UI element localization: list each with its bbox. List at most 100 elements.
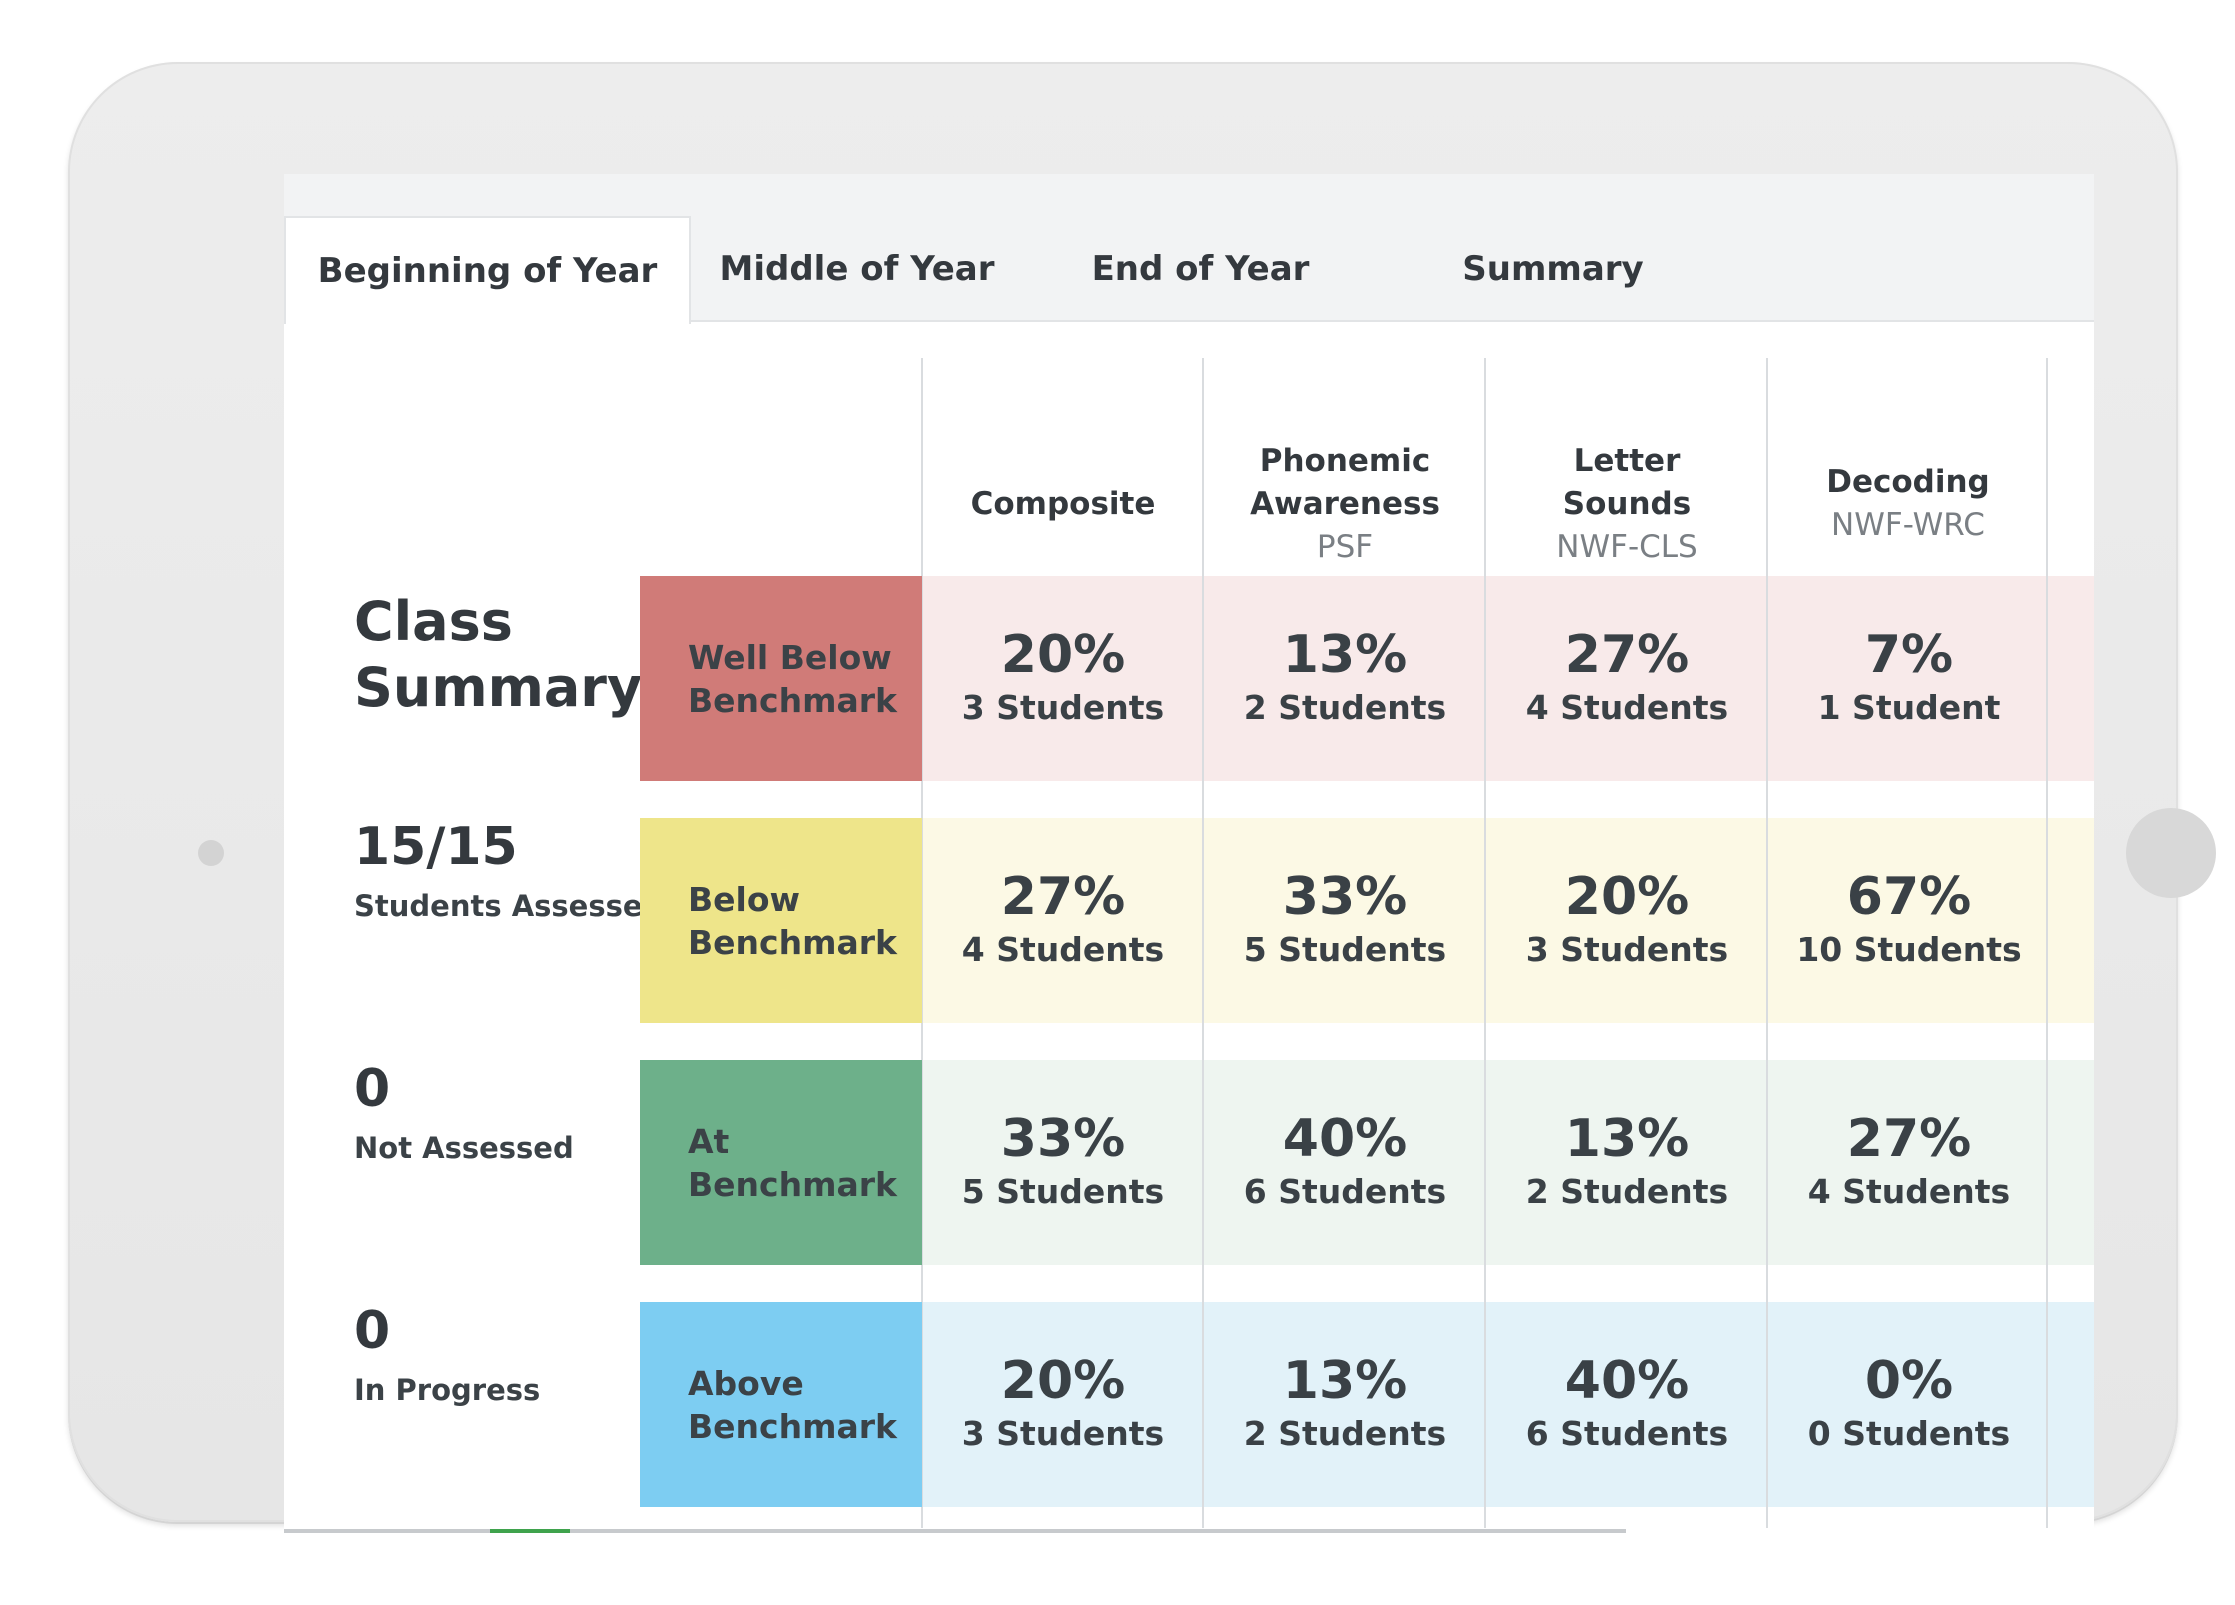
column-divider bbox=[1766, 358, 1768, 1528]
table-cell[interactable]: 13% 2 Students bbox=[1204, 1302, 1486, 1507]
column-title: Composite bbox=[970, 485, 1156, 522]
cell-count: 4 Students bbox=[1807, 1171, 2011, 1211]
cell-count: 6 Students bbox=[1525, 1413, 1729, 1453]
benchmark-label-at: At Benchmark bbox=[640, 1060, 922, 1265]
cell-percent: 33% bbox=[1000, 1108, 1126, 1169]
table-cell[interactable]: 33% 5 Students bbox=[1204, 818, 1486, 1023]
cell-count: 1 Student bbox=[1817, 687, 2001, 727]
column-divider bbox=[2046, 358, 2048, 1528]
scrollbar-marker bbox=[490, 1529, 570, 1533]
table-cell[interactable]: 0% 0 Students bbox=[1768, 1302, 2050, 1507]
cell-count: 5 Students bbox=[1243, 929, 1447, 969]
table-cell[interactable]: 20% 3 Students bbox=[1486, 818, 1768, 1023]
benchmark-label-line: Benchmark bbox=[688, 1164, 897, 1204]
column-title: Phonemic bbox=[1259, 442, 1431, 479]
cell-count: 3 Students bbox=[1525, 929, 1729, 969]
tab-end-of-year[interactable]: End of Year bbox=[1091, 249, 1310, 289]
table-cell[interactable]: 20% 3 Students bbox=[922, 1302, 1204, 1507]
column-title: Letter bbox=[1573, 442, 1681, 479]
table-cell[interactable]: 27% 4 Students bbox=[1486, 576, 1768, 781]
table-cell[interactable]: 27% 4 Students bbox=[922, 818, 1204, 1023]
cell-count: 3 Students bbox=[961, 687, 1165, 727]
benchmark-label-line: Above bbox=[688, 1363, 804, 1403]
table-cell[interactable]: 7% 1 Student bbox=[1768, 576, 2050, 781]
cell-percent: 0% bbox=[1864, 1350, 1954, 1411]
column-title: Sounds bbox=[1562, 485, 1692, 522]
benchmark-label-above: Above Benchmark bbox=[640, 1302, 922, 1507]
cell-percent: 40% bbox=[1282, 1108, 1408, 1169]
cell-count: 4 Students bbox=[961, 929, 1165, 969]
cell-count: 2 Students bbox=[1243, 687, 1447, 727]
stat-students-assessed: 15/15 Students Assessed bbox=[354, 816, 663, 926]
column-subtitle: PSF bbox=[1316, 528, 1374, 565]
cell-percent: 33% bbox=[1282, 866, 1408, 927]
cell-count: 10 Students bbox=[1796, 929, 2022, 969]
cell-percent: 20% bbox=[1000, 1350, 1126, 1411]
column-divider bbox=[1202, 358, 1204, 1528]
column-header-letter-sounds: Letter Sounds NWF-CLS bbox=[1486, 354, 1768, 654]
benchmark-label-line: Benchmark bbox=[688, 922, 897, 962]
cell-percent: 27% bbox=[1564, 624, 1690, 685]
table-cell[interactable]: 13% 2 Students bbox=[1486, 1060, 1768, 1265]
table-cell[interactable]: 67% 10 Students bbox=[1768, 818, 2050, 1023]
stat-not-assessed: 0 Not Assessed bbox=[354, 1058, 574, 1168]
table-cell[interactable]: 20% 3 Students bbox=[922, 576, 1204, 781]
table-cell[interactable]: 27% 4 Students bbox=[1768, 1060, 2050, 1265]
cell-percent: 27% bbox=[1000, 866, 1126, 927]
stat-value: 0 bbox=[354, 1301, 391, 1361]
tab-summary[interactable]: Summary bbox=[1462, 249, 1644, 289]
stat-label: Students Assessed bbox=[354, 889, 664, 923]
benchmark-label-well-below: Well Below Benchmark bbox=[640, 576, 922, 781]
row-band-well-below bbox=[922, 576, 2094, 781]
benchmark-label-line: Below bbox=[688, 879, 801, 919]
column-header-decoding: Decoding NWF-WRC bbox=[1768, 354, 2048, 654]
cell-percent: 27% bbox=[1846, 1108, 1972, 1169]
horizontal-scrollbar[interactable] bbox=[284, 1529, 1626, 1533]
table-cell[interactable]: 13% 2 Students bbox=[1204, 576, 1486, 781]
summary-title-line: Class bbox=[354, 590, 513, 653]
table-cell[interactable]: 40% 6 Students bbox=[1204, 1060, 1486, 1265]
tab-beginning-of-year[interactable]: Beginning of Year bbox=[284, 216, 691, 324]
stat-value: 0 bbox=[354, 1059, 391, 1119]
cell-count: 3 Students bbox=[961, 1413, 1165, 1453]
cell-percent: 13% bbox=[1564, 1108, 1690, 1169]
cell-percent: 20% bbox=[1000, 624, 1126, 685]
screen: Beginning of Year Middle of Year End of … bbox=[284, 174, 2094, 1534]
cell-count: 4 Students bbox=[1525, 687, 1729, 727]
column-subtitle: NWF-WRC bbox=[1831, 507, 1985, 543]
camera-dot bbox=[198, 840, 224, 866]
benchmark-label-below: Below Benchmark bbox=[640, 818, 922, 1023]
tablet-frame: Beginning of Year Middle of Year End of … bbox=[68, 62, 2216, 1534]
cell-percent: 40% bbox=[1564, 1350, 1690, 1411]
column-divider bbox=[921, 358, 923, 1528]
tab-bar: Beginning of Year Middle of Year End of … bbox=[284, 174, 2094, 324]
benchmark-label-line: Benchmark bbox=[688, 1406, 897, 1446]
stat-label: In Progress bbox=[354, 1373, 541, 1407]
tab-middle-of-year[interactable]: Middle of Year bbox=[719, 249, 995, 289]
column-title: Awareness bbox=[1250, 485, 1440, 522]
cell-percent: 13% bbox=[1282, 624, 1408, 685]
cell-count: 2 Students bbox=[1525, 1171, 1729, 1211]
cell-percent: 67% bbox=[1846, 866, 1972, 927]
column-subtitle: NWF-CLS bbox=[1556, 528, 1698, 565]
stat-in-progress: 0 In Progress bbox=[354, 1300, 540, 1410]
column-header-composite: Composite bbox=[922, 354, 1204, 654]
column-divider bbox=[1484, 358, 1486, 1528]
home-button[interactable] bbox=[2126, 808, 2216, 898]
cell-percent: 7% bbox=[1864, 624, 1954, 685]
table-cell[interactable]: 40% 6 Students bbox=[1486, 1302, 1768, 1507]
cell-count: 2 Students bbox=[1243, 1413, 1447, 1453]
cell-percent: 13% bbox=[1282, 1350, 1408, 1411]
cell-percent: 20% bbox=[1564, 866, 1690, 927]
row-band-below bbox=[922, 818, 2094, 1023]
row-band-at bbox=[922, 1060, 2094, 1265]
stat-value: 15/15 bbox=[354, 817, 518, 877]
benchmark-label-line: Well Below bbox=[688, 637, 892, 677]
cell-count: 5 Students bbox=[961, 1171, 1165, 1211]
cell-count: 6 Students bbox=[1243, 1171, 1447, 1211]
table-cell[interactable]: 33% 5 Students bbox=[922, 1060, 1204, 1265]
stat-label: Not Assessed bbox=[354, 1131, 574, 1165]
summary-title-line: Summary bbox=[354, 656, 643, 719]
row-band-above bbox=[922, 1302, 2094, 1507]
class-summary-title: Class Summary bbox=[354, 589, 642, 721]
